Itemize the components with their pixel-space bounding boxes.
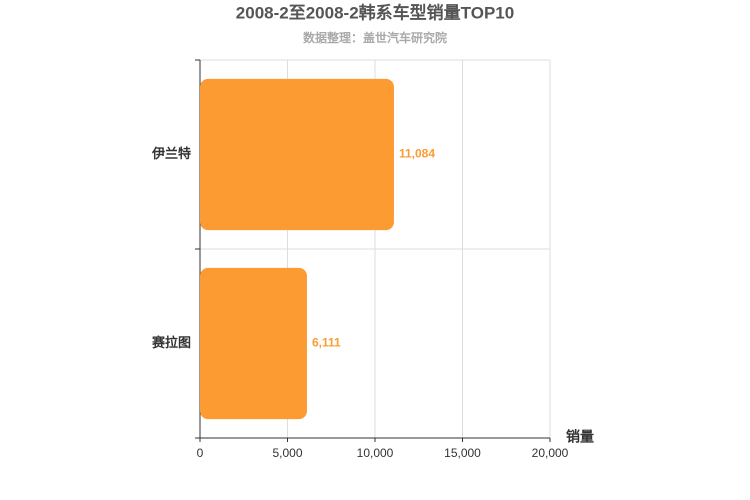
x-tick-label: 20,000: [532, 446, 569, 460]
chart-subtitle: 数据整理：盖世汽车研究院: [303, 30, 447, 45]
y-tick-label: 伊兰特: [151, 146, 191, 161]
y-tick-label: 赛拉图: [151, 335, 191, 350]
x-tick-label: 15,000: [444, 446, 481, 460]
bar: [200, 78, 394, 231]
x-tick-label: 5,000: [272, 446, 302, 460]
x-tick-label: 0: [197, 446, 204, 460]
value-label: 6,111: [312, 336, 341, 350]
bar: [200, 267, 307, 420]
x-tick-label: 10,000: [357, 446, 394, 460]
x-axis-label: 销量: [566, 429, 594, 445]
chart-title: 2008-2至2008-2韩系车型销量TOP10: [236, 2, 514, 22]
value-label: 11,084: [399, 147, 435, 161]
